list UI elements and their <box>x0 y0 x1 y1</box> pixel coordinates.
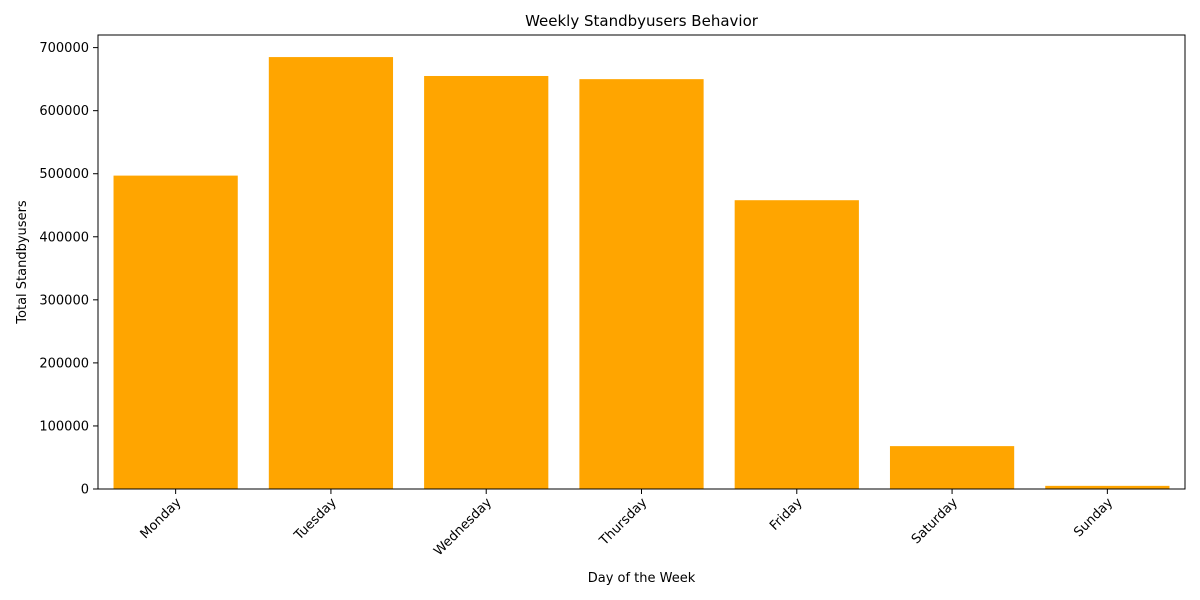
bar-sunday <box>1045 485 1170 489</box>
bars-group <box>113 57 1170 490</box>
y-tick-label: 0 <box>81 483 89 498</box>
y-tick-label: 200000 <box>39 356 89 371</box>
y-tick-label: 600000 <box>39 104 89 119</box>
bar-tuesday <box>268 57 394 489</box>
x-tick-label-monday: Monday <box>138 495 185 542</box>
x-tick-label-tuesday: Tuesday <box>291 495 340 544</box>
bar-wednesday <box>424 75 549 490</box>
y-tick-label: 700000 <box>39 41 89 56</box>
x-axis-label: Day of the Week <box>588 571 696 586</box>
x-axis: Monday Tuesday Wednesday Thursday Friday Satu… <box>138 489 1116 559</box>
chart-title: Weekly Standbyusers Behavior <box>525 12 759 30</box>
y-tick-label: 500000 <box>39 167 89 182</box>
plot-frame <box>97 34 1186 490</box>
y-tick-label: 100000 <box>39 419 89 434</box>
x-tick-label-saturday: Saturday <box>909 495 961 547</box>
y-axis: 0 100000 200000 300000 400000 500000 600000 700… <box>39 41 98 498</box>
y-tick-label: 400000 <box>39 230 89 245</box>
x-tick-label-sunday: Sunday <box>1071 495 1116 540</box>
bar-saturday <box>889 446 1015 489</box>
y-axis-label: Total Standbyusers <box>15 200 30 325</box>
bar-monday <box>113 175 238 490</box>
x-tick-label-friday: Friday <box>767 495 806 534</box>
x-tick-label-wednesday: Wednesday <box>431 495 495 559</box>
y-tick-label: 300000 <box>39 293 89 308</box>
bar-friday <box>734 200 859 489</box>
x-tick-label-thursday: Thursday <box>596 495 650 549</box>
bar-thursday <box>579 79 704 489</box>
